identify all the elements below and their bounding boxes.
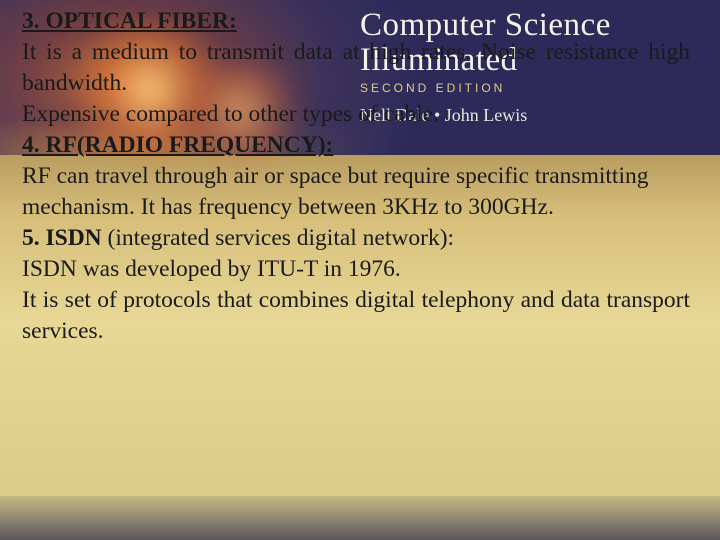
section-3-text-1: It is a medium to transmit data at high … [22, 37, 690, 99]
section-5-text-2: It is set of protocols that combines dig… [22, 285, 690, 347]
section-5-text-1: ISDN was developed by ITU-T in 1976. [22, 254, 690, 285]
section-4-heading: 4. RF(RADIO FREQUENCY): [22, 132, 333, 158]
slide-container: Computer Science Illuminated SECOND EDIT… [0, 0, 720, 540]
slide-body: 3. OPTICAL FIBER: It is a medium to tran… [22, 6, 690, 347]
section-5-heading-rest: (integrated services digital network): [102, 225, 454, 251]
section-5-heading: 5. ISDN [22, 225, 102, 251]
footer-strip [0, 496, 720, 540]
section-3-text-2: Expensive compared to other types of cab… [22, 99, 690, 130]
section-3-heading: 3. OPTICAL FIBER: [22, 8, 237, 34]
section-4-text-1: RF can travel through air or space but r… [22, 161, 690, 223]
